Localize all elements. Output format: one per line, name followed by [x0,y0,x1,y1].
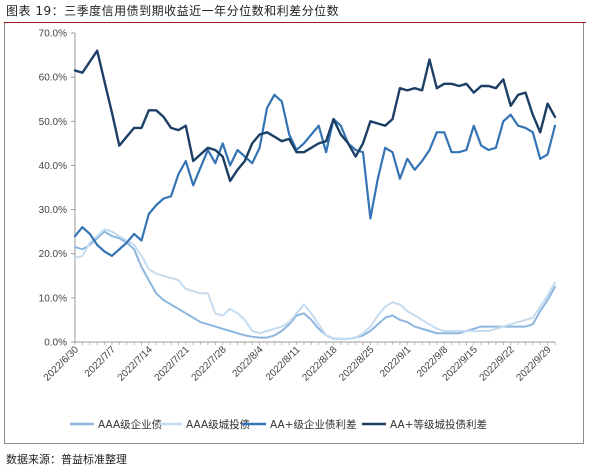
x-tick-label: 2022/6/30 [42,344,82,384]
chart-legend: AAA级企业债 AAA级城投债 AA+级企业债利差 AA+等级城投债利差 [70,418,487,431]
x-tick-label: 2022/8/4 [230,344,266,380]
x-tick-label: 2022/7/21 [153,344,193,384]
title-rule [4,22,586,23]
x-tick-label: 2022/7/7 [83,344,119,380]
y-tick-label: 0.0% [44,338,67,349]
chart-title: 图表 19：三季度信用债到期收益近一年分位数和利差分位数 [6,4,340,18]
x-tick-label: 2022/8/11 [264,344,303,383]
legend-label: AAA级城投债 [186,418,250,431]
x-tick-label: 2022/7/14 [116,344,156,384]
series-line-3 [73,93,557,257]
y-tick-label: 10.0% [39,293,67,304]
series-line-4 [73,49,557,183]
y-tick-label: 30.0% [39,205,67,216]
x-tick-label: 2022/9/22 [478,344,518,384]
data-source-note: 数据来源：普益标准整理 [6,453,127,466]
legend-label: AA+级企业债利差 [270,418,356,431]
chart-series-lines [73,49,557,340]
y-tick-label: 20.0% [39,249,67,260]
x-tick-label: 2022/8/18 [300,344,340,384]
x-tick-label: 2022/9/1 [378,344,414,380]
y-tick-label: 40.0% [39,161,67,172]
legend-label: AAA级企业债 [98,418,162,431]
series-line-1 [74,230,556,340]
y-tick-label: 50.0% [39,117,67,128]
y-tick-label: 70.0% [39,29,67,40]
x-tick-label: 2022/7/28 [190,344,230,384]
y-tick-label: 60.0% [39,73,67,84]
x-tick-label: 2022/8/25 [337,344,377,384]
legend-label: AA+等级城投债利差 [390,418,487,431]
series-line-2 [74,228,556,340]
x-tick-label: 2022/9/29 [514,344,554,384]
